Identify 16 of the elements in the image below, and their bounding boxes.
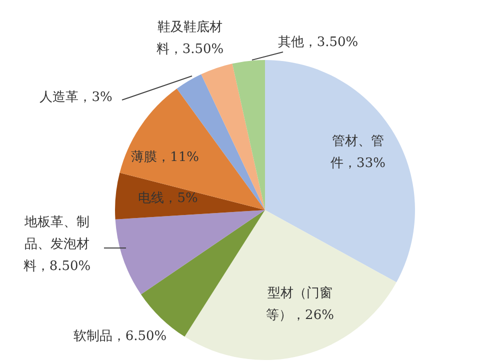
pie-slice [232, 60, 265, 210]
pie-slice [201, 64, 265, 210]
pie-slice [115, 210, 265, 294]
slice-label: 人造革，3% [40, 90, 112, 105]
pie-slice [120, 88, 265, 210]
slice-label: 软制品，6.50% [73, 329, 167, 344]
pie-slice [115, 172, 265, 220]
pie-slice [184, 210, 396, 360]
slice-label: 电线，5% [138, 191, 198, 206]
slice-label: 其他，3.50% [278, 35, 358, 50]
slice-label: 型材（门窗等），26% [266, 285, 334, 323]
slice-label: 管材、管件，33% [330, 134, 386, 171]
slice-label: 鞋及鞋底材料，3.50% [156, 20, 224, 57]
slice-label: 薄膜，11% [131, 150, 199, 165]
slice-label: 地板革、制品、发泡材料，8.50% [23, 215, 91, 274]
pie-slice [265, 60, 415, 282]
